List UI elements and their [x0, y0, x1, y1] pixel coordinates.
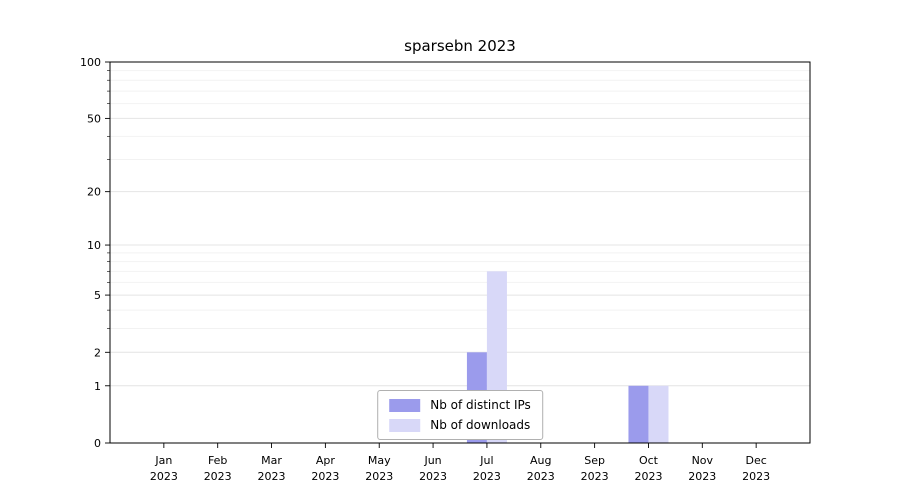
bar-nb-of-downloads [648, 385, 669, 443]
x-tick-label-month: Jan [154, 454, 172, 467]
x-tick-label-year: 2023 [150, 470, 178, 483]
x-tick-label-month: Oct [639, 454, 659, 467]
x-tick-label-month: Dec [746, 454, 767, 467]
x-tick-label-year: 2023 [527, 470, 555, 483]
x-tick-label-month: Sep [584, 454, 605, 467]
y-tick-label: 0 [94, 437, 101, 450]
x-tick-label-year: 2023 [581, 470, 609, 483]
legend-label-downloads: Nb of downloads [430, 418, 531, 432]
y-tick-label: 1 [94, 380, 101, 393]
legend-swatch-downloads [389, 418, 421, 432]
legend-item: Nb of distinct IPs [389, 398, 531, 412]
x-tick-label-month: Jun [423, 454, 441, 467]
x-tick-label-year: 2023 [473, 470, 501, 483]
x-tick-label-year: 2023 [204, 470, 232, 483]
x-tick-label-month: Mar [261, 454, 282, 467]
plot-border [109, 61, 811, 444]
x-tick-label-month: Aug [530, 454, 551, 467]
bar-nb-of-distinct-ips [628, 385, 649, 443]
legend-label-distinct-ips: Nb of distinct IPs [430, 398, 531, 412]
x-tick-label-year: 2023 [365, 470, 393, 483]
x-tick-label-month: Jul [479, 454, 493, 467]
legend-item: Nb of downloads [389, 418, 531, 432]
x-tick-label-year: 2023 [419, 470, 447, 483]
y-tick-label: 100 [80, 56, 101, 69]
x-tick-label-year: 2023 [634, 470, 662, 483]
y-tick-label: 50 [87, 112, 101, 125]
x-tick-label-month: May [368, 454, 391, 467]
legend: Nb of distinct IPs Nb of downloads [377, 390, 543, 440]
x-tick-label-year: 2023 [311, 470, 339, 483]
x-tick-label-year: 2023 [688, 470, 716, 483]
y-tick-label: 20 [87, 186, 101, 199]
y-tick-label: 2 [94, 346, 101, 359]
legend-swatch-distinct-ips [389, 398, 421, 412]
x-tick-label-month: Apr [316, 454, 336, 467]
y-tick-label: 5 [94, 289, 101, 302]
y-tick-label: 10 [87, 239, 101, 252]
x-tick-label-year: 2023 [258, 470, 286, 483]
x-tick-label-month: Nov [692, 454, 714, 467]
x-tick-label-month: Feb [208, 454, 227, 467]
chart-title: sparsebn 2023 [404, 37, 516, 55]
x-tick-label-year: 2023 [742, 470, 770, 483]
